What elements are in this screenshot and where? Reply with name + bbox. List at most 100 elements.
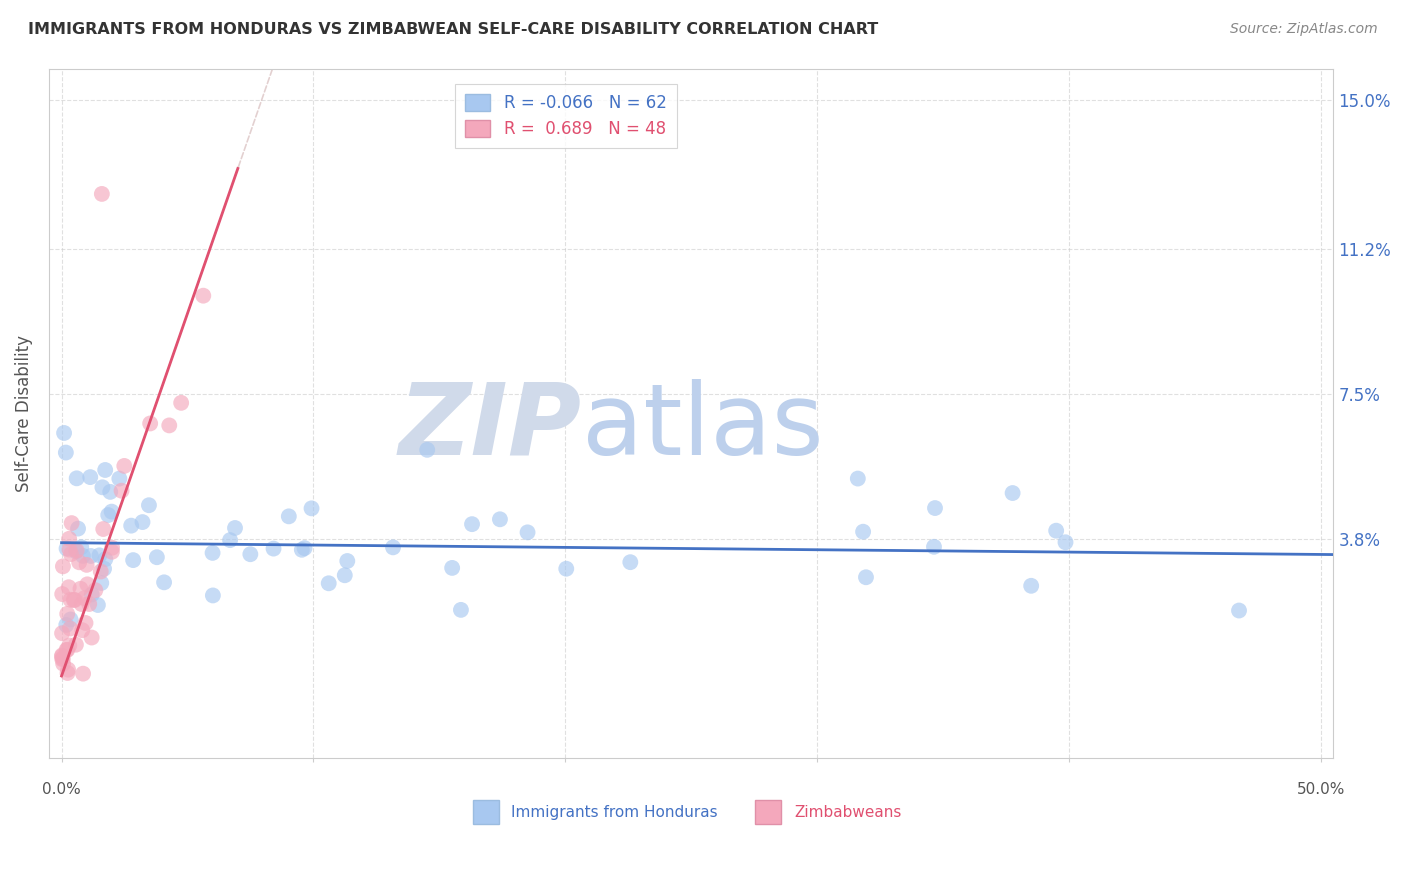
Point	[110, 483, 132, 498]
Point	[112, 458, 135, 473]
Point	[93, 562, 115, 576]
Point	[108, 472, 131, 486]
Text: Immigrants from Honduras: Immigrants from Honduras	[512, 805, 718, 820]
Point	[69, 582, 91, 596]
Text: IMMIGRANTS FROM HONDURAS VS ZIMBABWEAN SELF-CARE DISABILITY CORRELATION CHART: IMMIGRANTS FROM HONDURAS VS ZIMBABWEAN S…	[28, 22, 879, 37]
Point	[146, 550, 169, 565]
Text: Source: ZipAtlas.com: Source: ZipAtlas.com	[1230, 22, 1378, 37]
Point	[1054, 535, 1077, 549]
Text: atlas: atlas	[582, 379, 824, 475]
Point	[59, 592, 82, 607]
Point	[201, 546, 224, 560]
Point	[73, 591, 96, 606]
Point	[80, 588, 103, 602]
Point	[56, 665, 79, 680]
Text: 0.0%: 0.0%	[42, 781, 82, 797]
Point	[94, 552, 117, 566]
Point	[51, 652, 73, 666]
Point	[122, 553, 145, 567]
Point	[91, 480, 114, 494]
Point	[56, 643, 79, 657]
Point	[53, 425, 76, 440]
Point	[52, 657, 75, 671]
Point	[855, 570, 877, 584]
Point	[75, 615, 97, 630]
Point	[58, 639, 80, 653]
Point	[56, 663, 79, 677]
Point	[55, 618, 77, 632]
Point	[301, 501, 323, 516]
Legend: R = -0.066   N = 62, R =  0.689   N = 48: R = -0.066 N = 62, R = 0.689 N = 48	[456, 84, 676, 148]
Point	[98, 484, 121, 499]
Point	[224, 521, 246, 535]
Point	[555, 562, 578, 576]
Point	[58, 542, 80, 557]
Point	[66, 543, 89, 558]
Point	[97, 508, 120, 522]
Point	[59, 612, 82, 626]
Point	[619, 555, 641, 569]
Point	[63, 593, 86, 607]
Point	[67, 555, 90, 569]
Point	[56, 607, 79, 621]
Point	[94, 463, 117, 477]
Point	[101, 541, 124, 555]
Point	[1227, 603, 1250, 617]
Point	[131, 515, 153, 529]
Point	[80, 549, 103, 563]
Point	[294, 541, 316, 555]
Point	[67, 522, 90, 536]
Point	[100, 505, 122, 519]
Point	[90, 576, 112, 591]
Point	[70, 540, 93, 554]
Point	[922, 540, 945, 554]
Point	[846, 472, 869, 486]
Point	[382, 541, 405, 555]
Point	[87, 598, 110, 612]
Point	[80, 631, 103, 645]
Point	[1001, 486, 1024, 500]
Point	[55, 643, 77, 657]
Point	[219, 533, 242, 548]
Point	[153, 575, 176, 590]
Y-axis label: Self-Care Disability: Self-Care Disability	[15, 334, 32, 491]
Point	[101, 545, 124, 559]
Text: Zimbabweans: Zimbabweans	[794, 805, 901, 820]
Point	[66, 471, 89, 485]
Point	[90, 186, 112, 201]
Point	[90, 565, 112, 579]
Point	[89, 549, 111, 563]
Point	[263, 541, 285, 556]
Point	[79, 470, 101, 484]
Point	[52, 651, 75, 665]
Point	[138, 498, 160, 512]
Point	[65, 638, 87, 652]
Point	[65, 544, 87, 558]
Text: 50.0%: 50.0%	[1296, 781, 1346, 797]
Point	[72, 549, 94, 563]
FancyBboxPatch shape	[472, 799, 499, 823]
Point	[333, 568, 356, 582]
Point	[450, 603, 472, 617]
Point	[1045, 524, 1067, 538]
Point	[58, 532, 80, 546]
Point	[193, 288, 215, 302]
Point	[51, 626, 73, 640]
Point	[76, 558, 98, 572]
Point	[60, 516, 83, 530]
Point	[170, 396, 193, 410]
Point	[51, 648, 73, 663]
Point	[58, 580, 80, 594]
Point	[924, 501, 946, 516]
FancyBboxPatch shape	[755, 799, 782, 823]
Point	[239, 547, 262, 561]
Point	[441, 561, 464, 575]
Point	[51, 587, 73, 601]
Text: ZIP: ZIP	[399, 379, 582, 475]
Point	[77, 597, 100, 611]
Point	[70, 597, 93, 611]
Point	[489, 512, 512, 526]
Point	[55, 445, 77, 459]
Point	[70, 623, 93, 637]
Point	[51, 649, 73, 664]
